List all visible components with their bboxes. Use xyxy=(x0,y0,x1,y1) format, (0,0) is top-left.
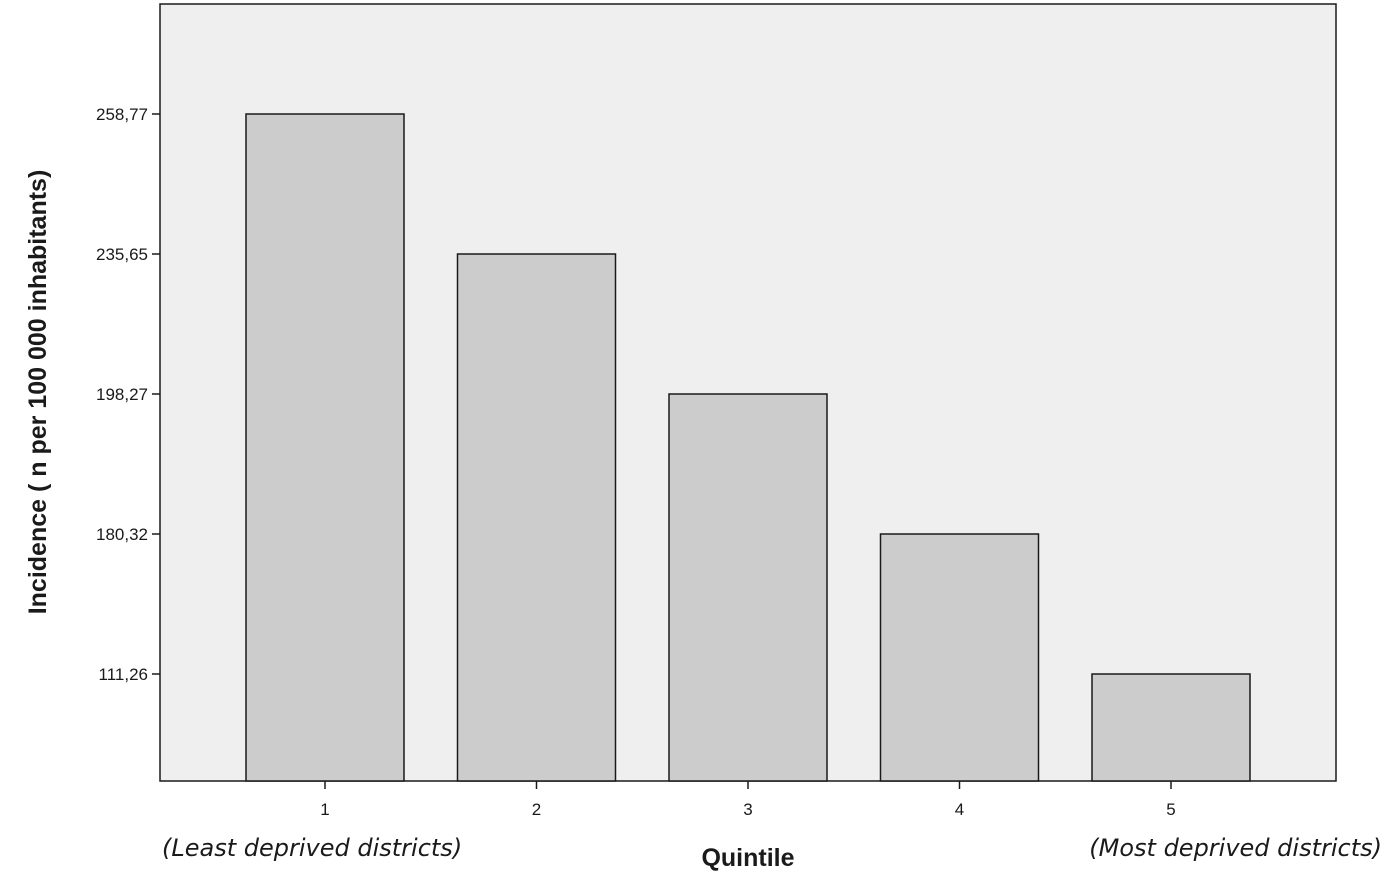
bar-quintile-3 xyxy=(668,393,828,782)
bar-quintile-5 xyxy=(1091,673,1251,782)
bars-group xyxy=(245,113,1251,782)
bar-quintile-4 xyxy=(879,533,1040,782)
y-tick-label: 198,27 xyxy=(96,385,148,404)
x-axis: 1 2 3 4 5 xyxy=(320,781,1176,819)
x-tick-label: 5 xyxy=(1166,800,1175,819)
x-axis-title: Quintile xyxy=(701,844,794,872)
x-tick-label: 3 xyxy=(743,800,752,819)
y-axis-title: Incidence ( n per 100 000 inhabitants) xyxy=(24,170,52,615)
x-tick-label: 1 xyxy=(320,800,329,819)
y-axis: 258,77 235,65 198,27 180,32 111,26 xyxy=(96,105,160,684)
y-tick-label: 111,26 xyxy=(99,665,148,684)
y-tick-label: 235,65 xyxy=(96,245,148,264)
annotation-most-deprived: (Most deprived districts) xyxy=(1089,834,1382,862)
x-tick-label: 4 xyxy=(955,800,964,819)
bar-quintile-2 xyxy=(456,253,617,782)
x-tick-label: 2 xyxy=(532,800,541,819)
annotation-least-deprived: (Least deprived districts) xyxy=(162,834,462,862)
bar-quintile-1 xyxy=(245,113,405,782)
y-tick-label: 258,77 xyxy=(96,105,148,124)
y-tick-label: 180,32 xyxy=(96,525,148,544)
